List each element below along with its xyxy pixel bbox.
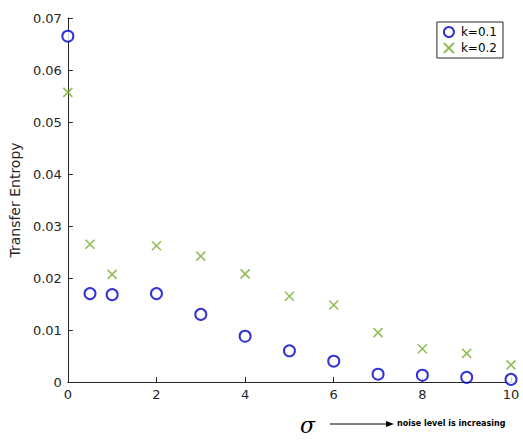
svg-text:0.01: 0.01 xyxy=(33,323,62,338)
svg-text:k=0.2: k=0.2 xyxy=(461,41,497,55)
svg-text:6: 6 xyxy=(330,387,338,402)
svg-text:0.05: 0.05 xyxy=(33,115,62,130)
svg-text:0.03: 0.03 xyxy=(33,219,62,234)
svg-text:noise level is increasing: noise level is increasing xyxy=(397,419,506,428)
svg-text:k=0.1: k=0.1 xyxy=(461,25,497,39)
svg-text:8: 8 xyxy=(418,387,426,402)
svg-text:σ: σ xyxy=(300,413,316,438)
svg-text:0.06: 0.06 xyxy=(33,63,62,78)
svg-text:4: 4 xyxy=(241,387,249,402)
svg-text:0.04: 0.04 xyxy=(33,167,62,182)
svg-text:0: 0 xyxy=(54,375,62,390)
svg-text:0: 0 xyxy=(64,387,72,402)
svg-text:2: 2 xyxy=(152,387,160,402)
svg-text:Transfer Entropy: Transfer Entropy xyxy=(7,142,23,258)
svg-text:0.02: 0.02 xyxy=(33,271,62,286)
svg-text:0.07: 0.07 xyxy=(33,11,62,26)
svg-text:10: 10 xyxy=(503,387,520,402)
